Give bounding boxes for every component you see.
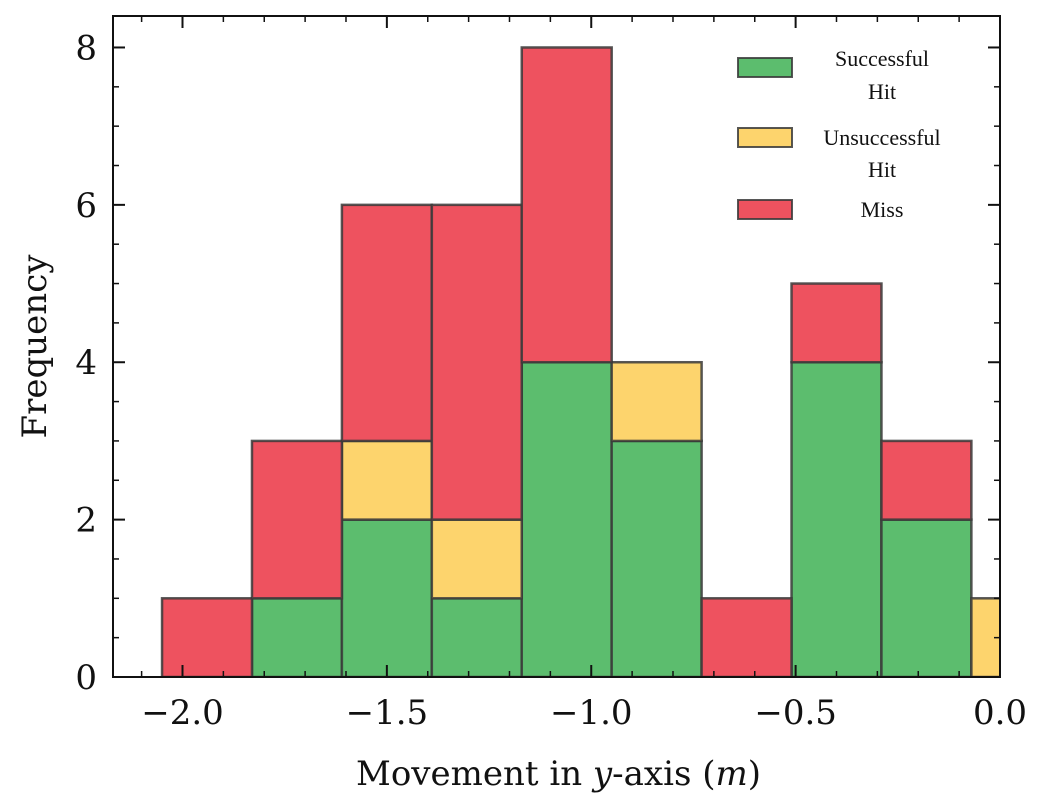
bars-layer <box>160 46 1000 677</box>
y-tick-label: 4 <box>75 343 97 383</box>
legend-label: Successful <box>835 46 929 71</box>
bar-miss-bin-1 <box>250 439 344 600</box>
bar-miss-bin-0 <box>160 597 254 677</box>
legend-label: Miss <box>861 197 904 222</box>
legend-swatch-successful-hit <box>737 57 793 78</box>
bar-successful-hit-bin-1 <box>250 597 344 677</box>
bar-miss-bin-4 <box>520 46 613 364</box>
bar-unsuccessful-hit-bin-3 <box>430 518 524 600</box>
legend: Successful Hit Unsuccessful Hit Miss <box>737 46 941 222</box>
legend-swatch-miss <box>737 199 793 220</box>
x-tick-label: −1.5 <box>346 693 429 733</box>
bar-miss-bin-2 <box>340 203 434 443</box>
ticks-layer: −2.0 −1.5 −1.0 −0.5 0.0 0 2 4 6 8 <box>75 16 1027 733</box>
x-tick-label: 0.0 <box>973 693 1027 733</box>
y-axis-label: Frequency <box>15 254 55 439</box>
y-tick-label: 6 <box>75 186 97 226</box>
bar-miss-bin-6 <box>700 597 793 677</box>
bar-successful-hit-bin-3 <box>430 597 524 677</box>
y-tick-label: 2 <box>75 501 97 541</box>
bar-miss-bin-8 <box>880 439 973 521</box>
legend-label-line2: Hit <box>868 157 896 182</box>
x-tick-label: −1.0 <box>550 693 633 733</box>
bar-miss-bin-7 <box>790 282 883 364</box>
bar-successful-hit-bin-2 <box>340 518 434 677</box>
bar-unsuccessful-hit-bin-9 <box>970 597 1000 677</box>
plot-frame <box>112 15 1001 678</box>
bar-miss-bin-3 <box>430 203 524 521</box>
y-tick-label: 8 <box>75 28 97 68</box>
legend-swatch-unsuccessful-hit <box>737 127 793 148</box>
bar-successful-hit-bin-7 <box>790 360 883 677</box>
bar-unsuccessful-hit-bin-5 <box>610 360 703 443</box>
x-tick-label: −2.0 <box>141 693 224 733</box>
legend-label: Unsuccessful <box>823 125 940 150</box>
bar-unsuccessful-hit-bin-2 <box>340 439 434 521</box>
bar-successful-hit-bin-4 <box>520 360 613 677</box>
bar-successful-hit-bin-8 <box>880 518 973 677</box>
bar-successful-hit-bin-5 <box>610 439 703 677</box>
x-tick-label: −0.5 <box>754 693 837 733</box>
y-tick-label: 0 <box>75 658 97 698</box>
legend-label-line2: Hit <box>868 79 896 104</box>
x-axis-label: Movement in y-axis (m) <box>356 754 761 794</box>
